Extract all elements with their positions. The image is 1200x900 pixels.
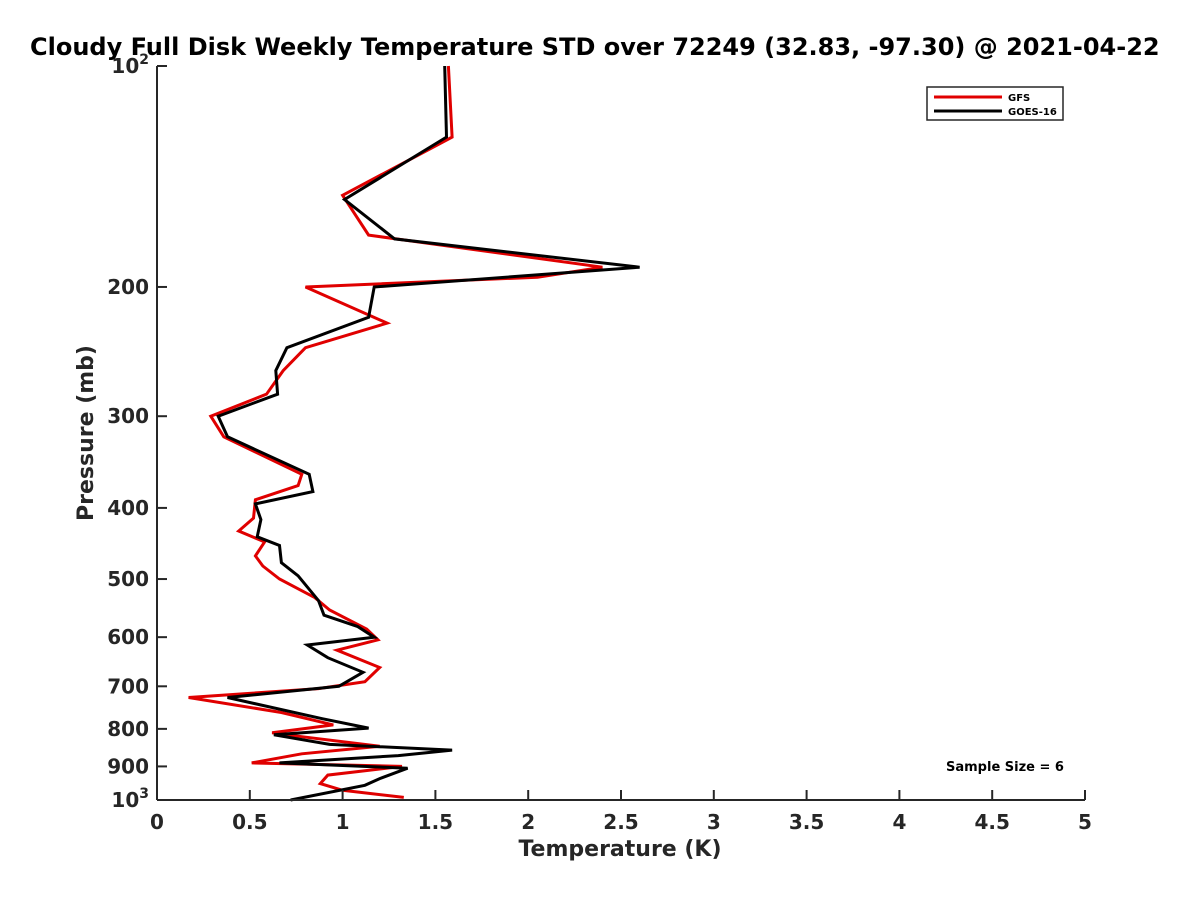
y-tick-label: 400 [107,496,149,520]
x-tick-label: 0.5 [232,810,267,834]
y-tick-label: 200 [107,275,149,299]
y-tick-label: 102 [111,52,149,78]
x-tick-label: 4 [892,810,906,834]
y-tick-label: 300 [107,404,149,428]
axes: 0 0.5 1 1.5 2 2.5 3 3.5 4 4.5 5 102 200 300 400 500 600 7… [107,52,1092,834]
x-tick-label: 1 [336,810,350,834]
y-axis-label: Pressure (mb) [74,345,99,521]
y-tick-label: 800 [107,717,149,741]
y-tick-label: 600 [107,625,149,649]
y-tick-label: 900 [107,754,149,778]
y-tick-label: 500 [107,567,149,591]
x-axis-label: Temperature (K) [518,837,721,862]
legend-box [926,86,1064,121]
x-tick-label: 3 [707,810,721,834]
x-tick-label: 1.5 [418,810,453,834]
plot-area [188,65,640,802]
legend: GFS GOES-16 [926,86,1064,121]
x-tick-label: 2.5 [603,810,638,834]
y-tick-label: 700 [107,674,149,698]
sample-size-annotation: Sample Size = 6 [946,760,1064,775]
x-tick-label: 0 [150,810,164,834]
series-line-goes-16 [216,65,640,802]
x-tick-label: 2 [521,810,535,834]
series-line-gfs [188,65,603,799]
legend-label: GFS [1008,93,1030,104]
x-tick-label: 4.5 [974,810,1009,834]
y-tick-label: 103 [111,786,149,812]
chart-title: Cloudy Full Disk Weekly Temperature STD … [30,33,1160,61]
x-tick-label: 3.5 [789,810,824,834]
x-tick-label: 5 [1078,810,1092,834]
legend-label: GOES-16 [1008,107,1057,118]
